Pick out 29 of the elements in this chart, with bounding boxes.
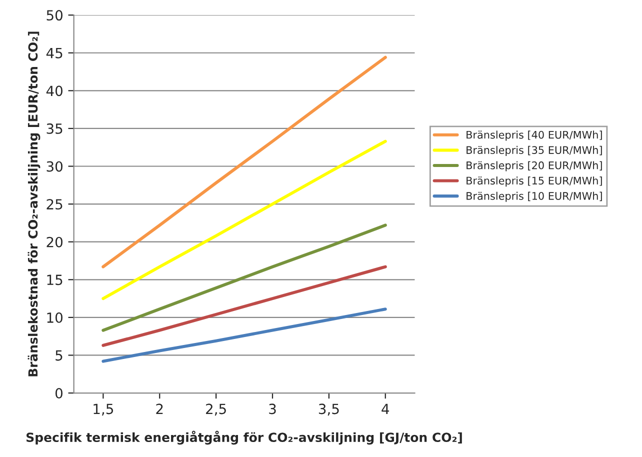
y-axis-title: Bränslekostnad för CO₂-avskiljning [EUR/ton CO₂] [28,32,40,376]
y-tick-label: 10 [47,312,62,323]
y-tick-label: 45 [46,48,62,58]
legend-label: Bränslepris [40 EUR/MWh] [466,130,602,141]
legend-label: Bränslepris [15 EUR/MWh] [466,176,602,187]
y-tick-label: 5 [56,350,62,361]
x-tick-label: 3,5 [318,404,339,416]
x-tick-label: 2 [156,404,163,414]
y-tick-label: 50 [46,10,62,21]
x-tick-label: 1,5 [94,404,114,416]
line-series [102,224,387,332]
legend-label: Bränslepris [35 EUR/MWh] [466,146,602,156]
line-series [102,140,387,300]
x-axis-title: Specifik termisk energiåtgång för CO₂-avskiljning [GJ/ton CO₂] [26,430,462,445]
legend-label: Bränslepris [10 EUR/MWh] [466,192,602,202]
line-series [102,265,387,347]
legend-label: Bränslepris [20 EUR/MWh] [466,161,602,172]
x-tick-label: 3 [269,404,276,414]
y-tick-label: 0 [55,388,62,398]
x-tick-label: 2,5 [206,404,226,416]
x-tick-label: 4 [382,404,390,414]
y-tick-label: 20 [46,236,62,248]
line-series [102,56,387,268]
line-series [102,308,387,363]
y-tick-label: 35 [46,123,62,134]
y-tick-label: 40 [46,86,62,96]
y-tick-label: 15 [47,274,62,286]
y-tick-label: 25 [46,199,62,210]
y-tick-label: 30 [46,161,62,172]
